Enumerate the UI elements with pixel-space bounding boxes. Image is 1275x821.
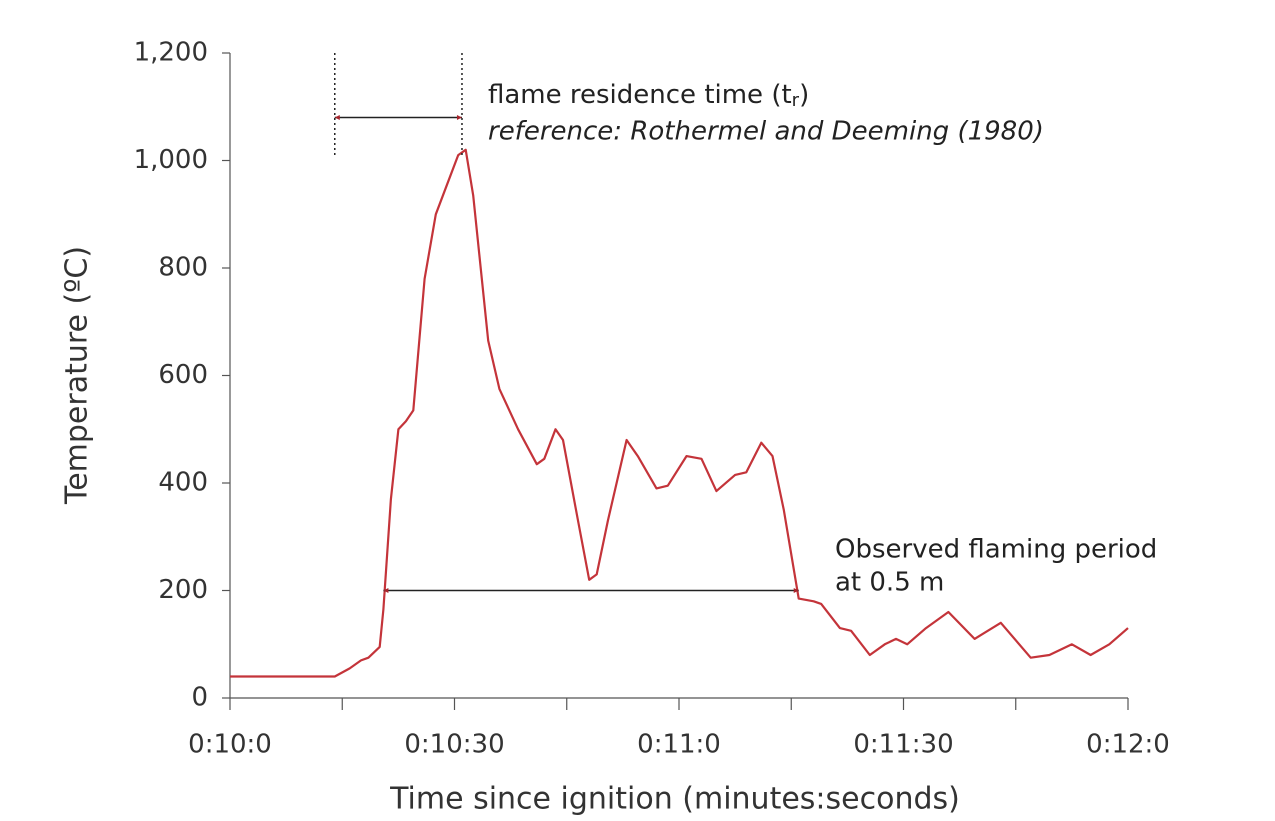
y-tick-label: 600 [158,360,208,390]
annotation-suffix: ) [799,80,809,110]
data-line [230,148,1129,678]
y-tick-label: 1,200 [134,38,208,68]
y-tick-label: 0 [191,683,208,713]
x-tick-label: 0:10:30 [404,730,504,760]
x-axis-label: Time since ignition (minutes:seconds) [389,782,960,817]
y-tick-label: 400 [158,468,208,498]
x-tick-label: 0:11:30 [853,730,953,760]
annotation-text: Observed flaming period [835,535,1157,565]
y-axis-label: Temperature (ºC) [60,246,95,505]
annotation: flame residence time (tr) [488,80,809,112]
annotation-note: at 0.5 m [835,568,944,598]
annotation-note: reference: Rothermel and Deeming (1980) [488,117,1044,147]
x-tick-label: 0:12:0 [1086,730,1170,760]
y-tick-label: 800 [158,253,208,283]
x-tick-label: 0:11:0 [637,730,721,760]
x-tick-label: 0:10:0 [188,730,272,760]
annotation-subscript: r [792,90,800,111]
annotation-text: flame residence time (t [488,80,792,110]
y-tick-label: 1,000 [134,145,208,175]
y-tick-label: 200 [158,575,208,605]
